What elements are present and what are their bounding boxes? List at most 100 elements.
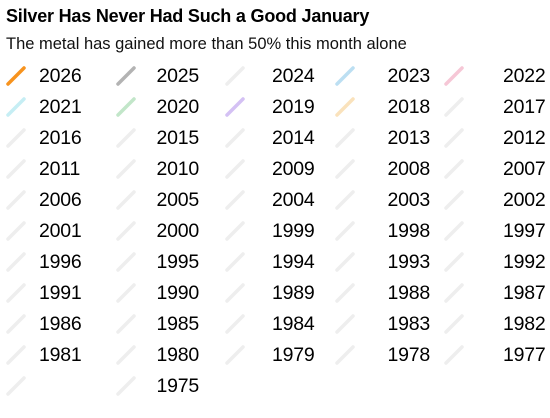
legend-swatch-2001: [5, 220, 27, 242]
legend-item-2005[interactable]: 2005: [115, 187, 200, 213]
legend-label-1994: 1994: [272, 250, 315, 273]
legend-item-2006[interactable]: 2006: [5, 187, 82, 213]
legend-label-1998: 1998: [387, 219, 431, 242]
legend-label-2007: 2007: [503, 157, 546, 180]
legend-item-2026[interactable]: 2026: [5, 63, 82, 89]
legend-item-2015[interactable]: 2015: [115, 125, 199, 151]
legend-item-2010[interactable]: 2010: [115, 156, 199, 182]
legend-item-2014[interactable]: 2014: [224, 125, 315, 151]
legend-item-1976[interactable]: [5, 373, 27, 399]
legend-swatch-1989: [224, 282, 246, 304]
legend-label-1980: 1980: [156, 343, 200, 366]
legend-label-1983: 1983: [387, 312, 431, 335]
legend-item-1980[interactable]: 1980: [115, 342, 200, 368]
legend-label-2019: 2019: [272, 95, 315, 118]
legend-swatch-1992: [443, 251, 465, 273]
legend-swatch-2013: [334, 127, 356, 149]
legend-item-1988[interactable]: 1988: [334, 280, 430, 306]
legend-item-2021[interactable]: 2021: [5, 94, 82, 120]
legend-label-1990: 1990: [156, 281, 200, 304]
legend-item-1996[interactable]: 1996: [5, 249, 82, 275]
legend-label-2006: 2006: [39, 188, 82, 211]
legend-item-2002[interactable]: 2002: [443, 187, 546, 213]
legend-item-1975[interactable]: 1975: [115, 373, 200, 399]
legend-swatch-2017: [443, 96, 465, 118]
legend-swatch-1990: [115, 282, 137, 304]
legend-label-1975: 1975: [156, 374, 200, 397]
legend-label-2005: 2005: [156, 188, 200, 211]
legend-item-1987[interactable]: 1987: [443, 280, 546, 306]
legend-item-2016[interactable]: 2016: [5, 125, 82, 151]
legend-label-1989: 1989: [272, 281, 315, 304]
legend-item-2009[interactable]: 2009: [224, 156, 315, 182]
legend-label-2004: 2004: [272, 188, 315, 211]
legend-item-1999[interactable]: 1999: [224, 218, 315, 244]
legend-swatch-2016: [5, 127, 27, 149]
legend-item-1994[interactable]: 1994: [224, 249, 315, 275]
legend-item-2013[interactable]: 2013: [334, 125, 430, 151]
legend-swatch-2026: [5, 65, 27, 87]
legend-item-2003[interactable]: 2003: [334, 187, 431, 213]
legend-item-2019[interactable]: 2019: [224, 94, 315, 120]
legend-item-1979[interactable]: 1979: [224, 342, 315, 368]
legend-item-2022[interactable]: 2022: [443, 63, 546, 89]
legend-label-2026: 2026: [39, 64, 82, 87]
legend-item-2004[interactable]: 2004: [224, 187, 315, 213]
legend-item-1981[interactable]: 1981: [5, 342, 82, 368]
legend-label-1999: 1999: [272, 219, 315, 242]
legend-swatch-1981: [5, 344, 27, 366]
legend-swatch-1975: [115, 375, 137, 397]
legend-item-2018[interactable]: 2018: [334, 94, 430, 120]
legend-swatch-2005: [115, 189, 137, 211]
legend-label-2024: 2024: [272, 64, 315, 87]
legend-swatch-1982: [443, 313, 465, 335]
legend-swatch-2008: [334, 158, 356, 180]
legend-swatch-1995: [115, 251, 137, 273]
legend-item-2007[interactable]: 2007: [443, 156, 546, 182]
legend-item-1998[interactable]: 1998: [334, 218, 431, 244]
legend-item-2008[interactable]: 2008: [334, 156, 430, 182]
legend-item-2000[interactable]: 2000: [115, 218, 199, 244]
legend-label-2001: 2001: [39, 219, 82, 242]
legend-swatch-1984: [224, 313, 246, 335]
legend-item-1984[interactable]: 1984: [224, 311, 315, 337]
legend-label-1995: 1995: [156, 250, 200, 273]
legend-label-2003: 2003: [387, 188, 431, 211]
legend-item-1983[interactable]: 1983: [334, 311, 431, 337]
legend-swatch-2022: [443, 65, 465, 87]
chart-title: Silver Has Never Had Such a Good January: [6, 6, 370, 26]
legend-swatch-2025: [115, 65, 137, 87]
legend-item-1993[interactable]: 1993: [334, 249, 430, 275]
legend-item-1997[interactable]: 1997: [443, 218, 546, 244]
legend-item-1995[interactable]: 1995: [115, 249, 200, 275]
legend-label-2017: 2017: [503, 95, 546, 118]
legend-swatch-2019: [224, 96, 246, 118]
legend-item-1992[interactable]: 1992: [443, 249, 546, 275]
legend-item-2001[interactable]: 2001: [5, 218, 82, 244]
legend-item-1985[interactable]: 1985: [115, 311, 200, 337]
legend-item-1977[interactable]: 1977: [443, 342, 546, 368]
legend-item-2011[interactable]: 2011: [5, 156, 80, 182]
legend-swatch-1993: [334, 251, 356, 273]
legend-label-1985: 1985: [156, 312, 200, 335]
legend-item-1978[interactable]: 1978: [334, 342, 430, 368]
legend-item-1986[interactable]: 1986: [5, 311, 82, 337]
legend-item-2017[interactable]: 2017: [443, 94, 546, 120]
legend-item-2024[interactable]: 2024: [224, 63, 315, 89]
legend-label-2012: 2012: [503, 126, 546, 149]
legend-item-2023[interactable]: 2023: [334, 63, 431, 89]
legend-swatch-2018: [334, 96, 356, 118]
legend-item-2012[interactable]: 2012: [443, 125, 546, 151]
legend-item-2025[interactable]: 2025: [115, 63, 199, 89]
legend-swatch-1978: [334, 344, 356, 366]
legend-item-1991[interactable]: 1991: [5, 280, 82, 306]
legend-label-2023: 2023: [387, 64, 431, 87]
legend-swatch-2003: [334, 189, 356, 211]
legend-item-2020[interactable]: 2020: [115, 94, 199, 120]
legend-item-1990[interactable]: 1990: [115, 280, 200, 306]
legend-label-1996: 1996: [39, 250, 82, 273]
legend-item-1982[interactable]: 1982: [443, 311, 546, 337]
legend-swatch-2000: [115, 220, 137, 242]
legend-item-1989[interactable]: 1989: [224, 280, 315, 306]
legend-swatch-2009: [224, 158, 246, 180]
